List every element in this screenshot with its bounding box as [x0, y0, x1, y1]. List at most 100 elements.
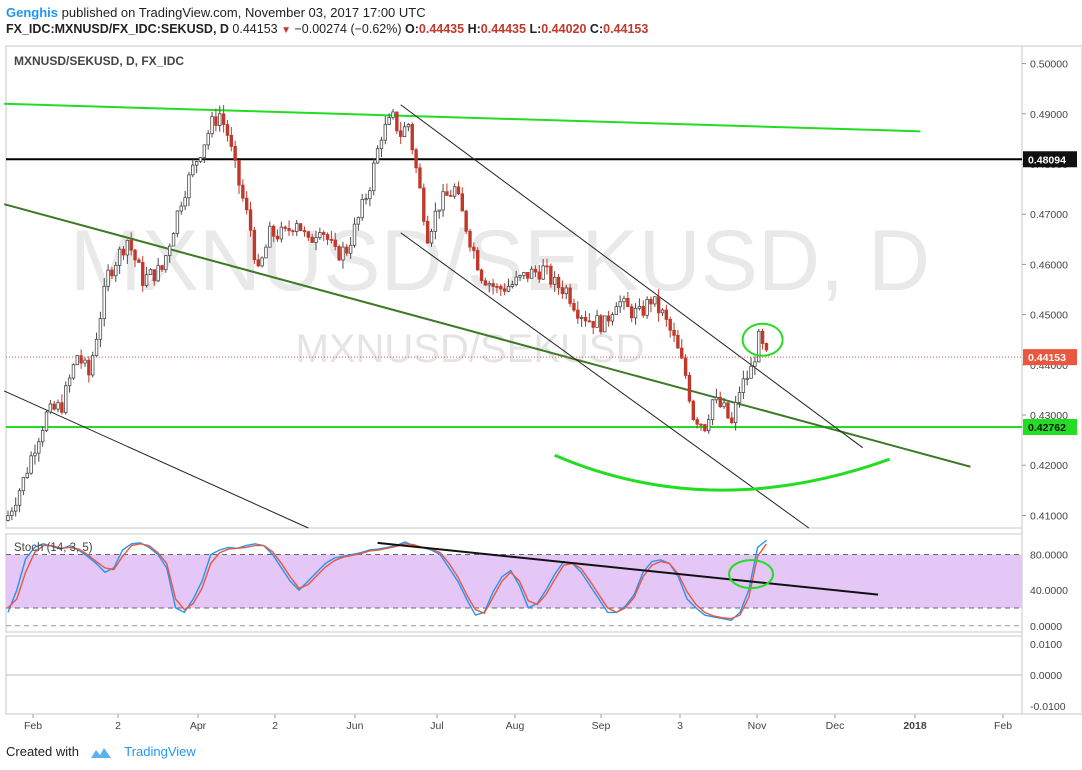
candle-body: [106, 269, 110, 287]
main-pane-frame: [5, 45, 1023, 529]
candle-body: [383, 123, 387, 141]
stoch-tick-label: 40.0000: [1030, 585, 1068, 597]
candle-body: [691, 400, 695, 420]
candle-body: [229, 134, 233, 147]
time-tick-label: Sep: [592, 720, 611, 732]
candle-body: [468, 230, 472, 248]
candle-body: [406, 124, 411, 128]
candle-body: [275, 235, 280, 240]
candle-body: [360, 198, 364, 219]
candle-body: [318, 232, 322, 238]
candle-body: [726, 402, 730, 419]
ohlc-header: FX_IDC:MXNUSD/FX_IDC:SEKUSD, D 0.44153 ▼…: [6, 22, 648, 36]
candle-body: [637, 305, 642, 309]
watermark-small: MXNUSD/SEKUSD: [296, 327, 645, 371]
candle-body: [672, 329, 676, 336]
close-label: C:: [589, 22, 604, 36]
candle-body: [40, 430, 45, 443]
candle-body: [37, 441, 41, 454]
candle-body: [422, 187, 426, 222]
candle-body: [368, 190, 372, 200]
candle-body: [52, 403, 56, 410]
time-tick-label: Dec: [826, 720, 845, 732]
candle-body: [44, 411, 49, 431]
candle-body: [395, 111, 399, 132]
candle-body: [614, 306, 618, 316]
candle-body: [214, 116, 218, 126]
candle-body: [518, 275, 522, 278]
candle-body: [87, 359, 91, 376]
price-tick-label: 0.41000: [1030, 510, 1068, 522]
candle-body: [333, 239, 337, 247]
publish-info: published on TradingView.com, November 0…: [61, 5, 426, 20]
time-tick-label: 3: [677, 720, 683, 732]
candle-body: [460, 193, 464, 212]
candle-body: [499, 286, 503, 290]
candle-body: [125, 239, 130, 256]
candle-body: [753, 361, 757, 367]
candle-body: [699, 423, 703, 426]
candle-body: [545, 265, 549, 268]
candle-body: [372, 162, 376, 192]
candle-body: [206, 133, 210, 146]
candle-body: [56, 402, 60, 410]
low-value: 0.44020: [541, 22, 587, 36]
candle-body: [537, 271, 541, 280]
candle-body: [622, 297, 626, 303]
candle-body: [310, 236, 314, 243]
candle-body: [730, 417, 734, 424]
price-tick-label: 0.42000: [1030, 460, 1068, 472]
tradingview-logo-icon: [90, 747, 111, 758]
time-tick-label: Aug: [506, 720, 525, 732]
candle-body: [549, 265, 553, 285]
candle-body: [21, 477, 26, 492]
trendline-upper-resistance: [4, 102, 921, 133]
high-value: 0.44435: [480, 22, 526, 36]
candle-body: [13, 504, 18, 512]
candle-body: [603, 315, 607, 333]
stoch-annotation-circle: [728, 559, 775, 590]
candle-body: [414, 149, 418, 169]
osc-tick-label: 0.0000: [1030, 670, 1062, 682]
candle-body: [210, 116, 214, 135]
candle-body: [445, 191, 449, 196]
candle-body: [148, 269, 153, 276]
open-value: 0.44435: [418, 22, 465, 36]
candle-body: [233, 145, 237, 161]
candle-body: [60, 402, 64, 413]
candle-body: [295, 223, 299, 232]
candle-body: [568, 287, 572, 304]
candle-body: [156, 265, 160, 282]
candle-body: [606, 315, 611, 322]
candle-body: [595, 315, 599, 328]
candle-body: [225, 124, 230, 136]
annotation-circle: [741, 322, 784, 357]
candle-body: [472, 246, 476, 251]
candle-body: [707, 419, 711, 432]
candle-body: [218, 113, 222, 126]
candle-body: [764, 343, 769, 351]
price-badge: [1023, 151, 1077, 168]
time-tick-label: Apr: [190, 720, 207, 732]
trendline-long-support: [3, 203, 971, 468]
price-badge-label: 0.42762: [1028, 422, 1066, 434]
candle-body: [491, 283, 495, 287]
osc-tick-label: 0.0100: [1030, 639, 1062, 651]
candle-body: [425, 220, 430, 244]
candle-body: [664, 309, 669, 320]
candle-body: [760, 330, 765, 344]
candle-body: [529, 268, 534, 279]
candle-body: [653, 296, 657, 305]
candle-body: [402, 126, 407, 137]
candle-body: [321, 232, 326, 235]
tradingview-link[interactable]: TradingView: [124, 744, 196, 759]
candle-body: [252, 229, 257, 261]
candle-body: [483, 280, 488, 286]
candle-body: [410, 124, 414, 151]
author-link[interactable]: Genghis: [6, 5, 59, 20]
candle-body: [757, 330, 761, 363]
candle-body: [164, 255, 168, 270]
candle-body: [656, 296, 661, 314]
candle-body: [244, 197, 249, 211]
